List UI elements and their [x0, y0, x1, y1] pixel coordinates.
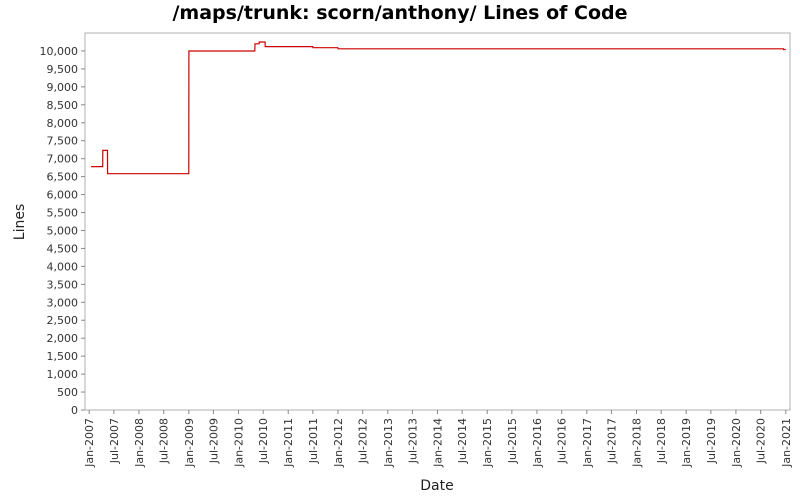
- y-tick-label: 500: [57, 386, 78, 399]
- x-tick-label: Jan-2019: [680, 418, 693, 468]
- series-line: [91, 41, 786, 175]
- x-tick-label: Jan-2010: [233, 418, 246, 468]
- x-tick-label: Jul-2014: [456, 418, 469, 464]
- x-tick-label: Jul-2018: [655, 418, 668, 464]
- x-tick-label: Jul-2016: [556, 418, 569, 464]
- x-tick-label: Jul-2009: [207, 418, 220, 464]
- x-tick-label: Jan-2011: [282, 418, 295, 468]
- y-tick-label: 4,000: [47, 260, 79, 273]
- x-tick-label: Jan-2008: [133, 418, 146, 468]
- x-tick-label: Jan-2015: [481, 418, 494, 468]
- y-tick-label: 5,000: [47, 224, 79, 237]
- x-tick-label: Jan-2014: [432, 418, 445, 468]
- plot-area: [84, 32, 791, 411]
- x-tick-label: Jan-2017: [581, 418, 594, 468]
- y-tick-label: 6,500: [47, 171, 79, 184]
- y-tick-label: 1,000: [47, 368, 79, 381]
- x-tick-label: Jul-2007: [108, 418, 121, 464]
- y-tick-label: 1,500: [47, 350, 79, 363]
- y-tick-label: 3,000: [47, 296, 79, 309]
- x-tick-label: Jan-2021: [780, 418, 793, 468]
- x-tick-label: Jul-2012: [357, 418, 370, 464]
- y-axis: 0 500 1,000 1,500 2,000 2,500 3,000 3,500 4,000 4…: [40, 45, 85, 417]
- y-tick-label: 2,500: [47, 314, 79, 327]
- y-tick-label: 9,500: [47, 63, 79, 76]
- y-tick-label: 9,000: [47, 81, 79, 94]
- x-tick-label: Jan-2020: [730, 418, 743, 468]
- x-axis: Jan-2007 Jul-2007 Jan-2008 Jul-2008 Jan-2009…: [83, 410, 793, 468]
- y-tick-label: 7,500: [47, 135, 79, 148]
- y-tick-label: 8,500: [47, 99, 79, 112]
- x-tick-label: Jan-2018: [630, 418, 643, 468]
- x-tick-label: Jul-2008: [158, 418, 171, 464]
- x-tick-label: Jan-2012: [332, 418, 345, 468]
- x-tick-label: Jul-2013: [406, 418, 419, 464]
- chart-title: /maps/trunk: scorn/anthony/ Lines of Cod…: [172, 2, 628, 24]
- x-tick-label: Jan-2013: [382, 418, 395, 468]
- x-tick-label: Jul-2010: [257, 418, 270, 464]
- y-tick-label: 0: [71, 404, 78, 417]
- y-axis-label: Lines: [12, 204, 28, 240]
- x-tick-label: Jul-2020: [755, 418, 768, 464]
- x-tick-label: Jul-2011: [307, 418, 320, 464]
- x-tick-label: Jul-2019: [705, 418, 718, 464]
- y-tick-label: 2,000: [47, 332, 79, 345]
- y-tick-label: 3,500: [47, 278, 79, 291]
- x-tick-label: Jul-2015: [506, 418, 519, 464]
- x-tick-label: Jan-2009: [183, 418, 196, 468]
- y-tick-label: 5,500: [47, 207, 79, 220]
- x-axis-label: Date: [420, 478, 453, 494]
- x-tick-label: Jan-2007: [83, 418, 96, 468]
- y-tick-label: 4,500: [47, 242, 79, 255]
- y-tick-label: 7,000: [47, 153, 79, 166]
- y-tick-label: 6,000: [47, 189, 79, 202]
- y-tick-label: 10,000: [40, 45, 79, 58]
- y-tick-label: 8,000: [47, 117, 79, 130]
- x-tick-label: Jul-2017: [605, 418, 618, 464]
- x-tick-label: Jan-2016: [531, 418, 544, 468]
